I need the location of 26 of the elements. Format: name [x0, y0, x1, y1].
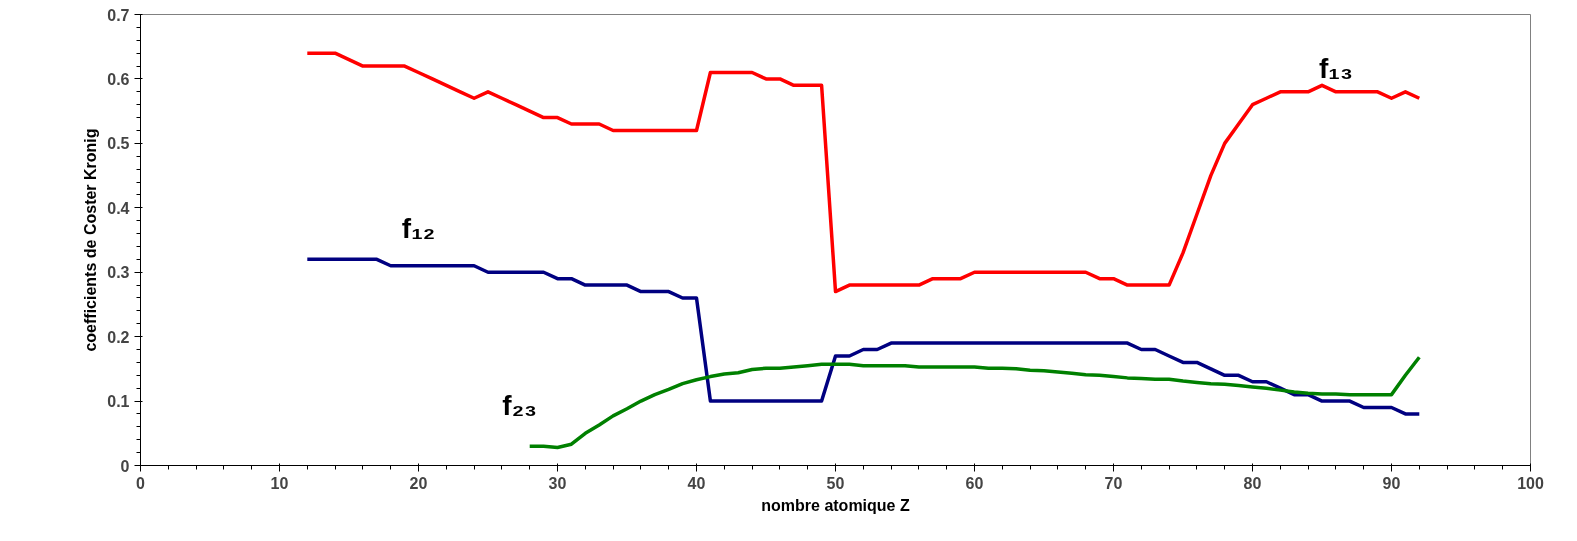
series-label: f₁₃ — [1318, 52, 1353, 84]
y-tick-label: 0.7 — [107, 6, 130, 24]
x-tick-label: 90 — [1382, 474, 1401, 492]
y-tick-label: 0.3 — [107, 264, 130, 282]
x-tick-label: 60 — [965, 474, 984, 492]
x-tick-label: 80 — [1243, 474, 1262, 492]
y-axis-title: coefficients de Coster Kronig — [82, 128, 100, 352]
x-tick-label: 70 — [1104, 474, 1123, 492]
y-tick-label: 0 — [120, 457, 130, 475]
series-label: f₂₃ — [502, 390, 538, 422]
y-tick-label: 0.6 — [107, 70, 130, 88]
line-series — [305, 51, 1422, 294]
x-tick-label: 10 — [270, 474, 289, 492]
y-tick-label: 0.5 — [107, 135, 130, 153]
x-tick-label: 20 — [409, 474, 428, 492]
x-tick-label: 100 — [1517, 474, 1544, 492]
y-tick-label: 0.1 — [107, 393, 130, 411]
x-tick-label: 30 — [548, 474, 567, 492]
x-tick-label: 40 — [687, 474, 706, 492]
series-label: f₁₂ — [401, 212, 436, 244]
y-tick-label: 0.2 — [107, 328, 130, 346]
x-axis-title: nombre atomique Z — [761, 496, 910, 514]
line-series — [305, 257, 1422, 416]
y-tick-label: 0.4 — [107, 199, 130, 217]
x-tick-label: 50 — [826, 474, 845, 492]
x-tick-label: 0 — [136, 474, 146, 492]
